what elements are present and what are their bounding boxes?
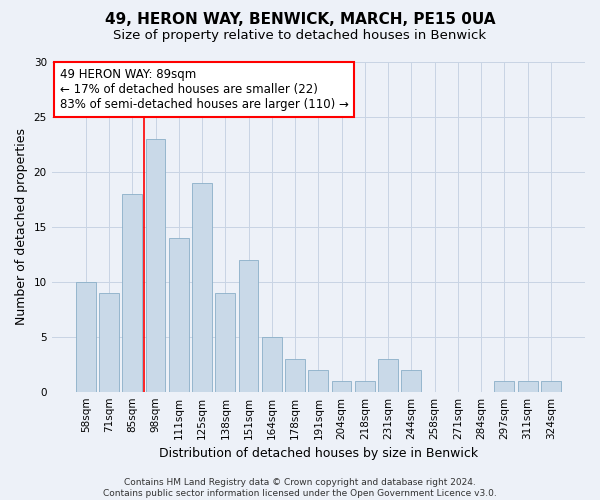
Bar	[239, 260, 259, 392]
Bar	[494, 380, 514, 392]
Bar	[76, 282, 95, 392]
Bar	[332, 380, 352, 392]
Bar	[192, 182, 212, 392]
Text: Contains HM Land Registry data © Crown copyright and database right 2024.
Contai: Contains HM Land Registry data © Crown c…	[103, 478, 497, 498]
Bar	[146, 138, 166, 392]
Y-axis label: Number of detached properties: Number of detached properties	[15, 128, 28, 325]
Bar	[122, 194, 142, 392]
Bar	[308, 370, 328, 392]
Bar	[285, 358, 305, 392]
Bar	[215, 292, 235, 392]
Bar	[378, 358, 398, 392]
Bar	[355, 380, 375, 392]
Bar	[541, 380, 561, 392]
Text: 49, HERON WAY, BENWICK, MARCH, PE15 0UA: 49, HERON WAY, BENWICK, MARCH, PE15 0UA	[105, 12, 495, 28]
Bar	[169, 238, 188, 392]
Text: Size of property relative to detached houses in Benwick: Size of property relative to detached ho…	[113, 29, 487, 42]
Bar	[262, 336, 282, 392]
Bar	[401, 370, 421, 392]
Bar	[99, 292, 119, 392]
X-axis label: Distribution of detached houses by size in Benwick: Distribution of detached houses by size …	[159, 447, 478, 460]
Text: 49 HERON WAY: 89sqm
← 17% of detached houses are smaller (22)
83% of semi-detach: 49 HERON WAY: 89sqm ← 17% of detached ho…	[59, 68, 349, 111]
Bar	[518, 380, 538, 392]
